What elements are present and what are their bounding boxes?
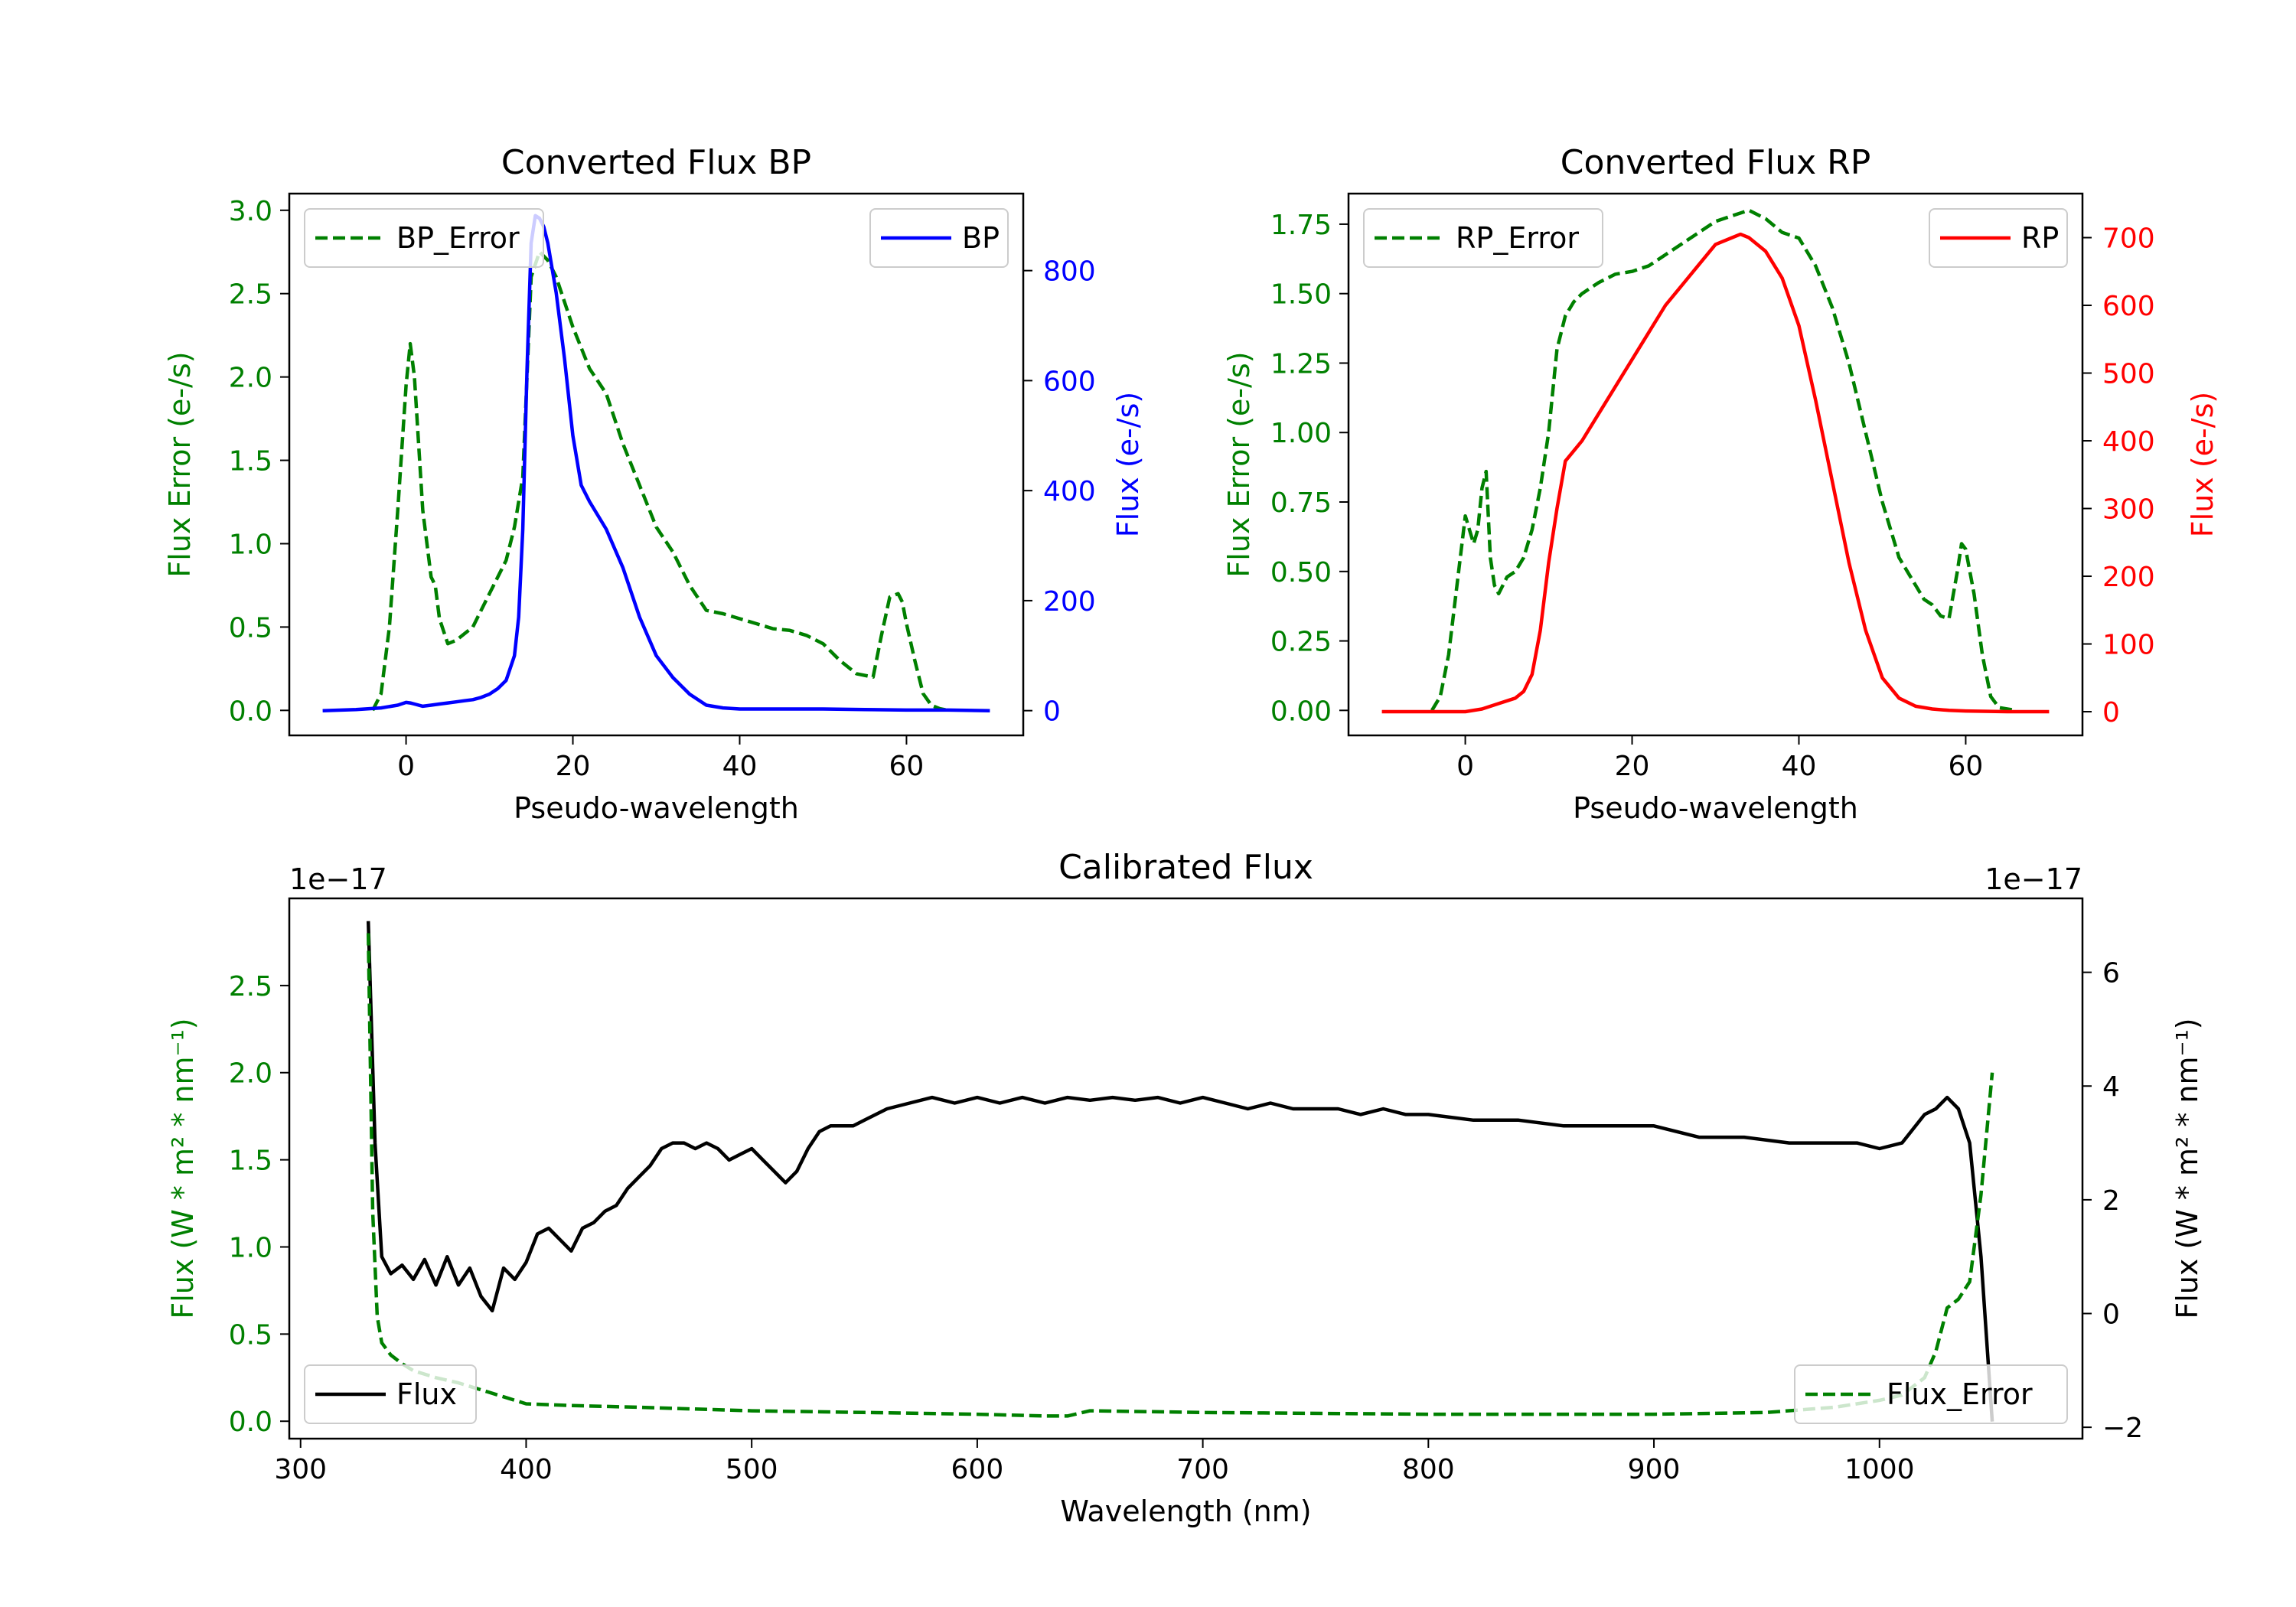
y-left-tick-label: 0.5 [229, 612, 272, 644]
y-left-tick-label: 3.0 [229, 196, 272, 227]
y-left-offset-label: 1e−17 [289, 862, 387, 896]
y-right-tick-label: 400 [1043, 476, 1096, 507]
y-right-tick-label: 0 [2102, 697, 2120, 729]
y-right-tick-label: 6 [2102, 958, 2120, 989]
panel-3: 300 400 500 600 700 800 900 1000 0.0 0.5 1.0 1.5 2.0… [166, 848, 2204, 1528]
legend-BP: BP [869, 208, 1009, 268]
x-tick-label: 60 [889, 751, 925, 782]
y-left-tick-label: 1.00 [1270, 418, 1332, 449]
chart-title: Calibrated Flux [1058, 848, 1313, 887]
y-left-tick-label: 0.5 [229, 1319, 272, 1351]
legend-Flux_Error: Flux_Error [1794, 1364, 2068, 1424]
y-right-tick-label: 4 [2102, 1071, 2120, 1103]
y-left-tick-label: 2.0 [229, 1058, 272, 1090]
y-right-tick-label: 400 [2102, 426, 2155, 458]
y-right-tick-label: 600 [2102, 291, 2155, 322]
series-line-BP_Error [370, 249, 949, 712]
legend-box [1794, 1364, 2068, 1424]
x-tick-label: 20 [1615, 751, 1650, 782]
y-right-tick-label: −2 [2102, 1413, 2143, 1444]
series-line-Flux [366, 921, 1994, 1422]
legend-box [304, 208, 544, 268]
x-tick-label: 800 [1402, 1454, 1455, 1485]
y-left-tick-label: 1.5 [229, 1146, 272, 1177]
y-left-tick-label: 1.50 [1270, 279, 1332, 311]
y-left-axis-label: Flux Error (e-/s) [163, 351, 197, 577]
y-right-tick-label: 300 [2102, 494, 2155, 526]
x-tick-label: 400 [500, 1454, 553, 1485]
x-tick-label: 1000 [1844, 1454, 1915, 1485]
y-left-tick-label: 0.0 [229, 1407, 272, 1438]
y-right-tick-label: 100 [2102, 630, 2155, 661]
y-right-axis-label: Flux (e-/s) [2186, 392, 2219, 537]
x-tick-label: 900 [1628, 1454, 1681, 1485]
x-tick-label: 20 [556, 751, 591, 782]
series-line-RP_Error [1430, 208, 2017, 712]
x-tick-label: 600 [951, 1454, 1004, 1485]
x-axis-label: Wavelength (nm) [1060, 1495, 1311, 1528]
axes-frame [288, 897, 2084, 1440]
y-right-tick-label: 600 [1043, 366, 1096, 397]
x-tick-label: 40 [722, 751, 758, 782]
axes-frame [288, 192, 1025, 737]
y-left-tick-label: 0.50 [1270, 557, 1332, 588]
y-right-tick-label: 2 [2102, 1185, 2120, 1217]
y-right-tick-label: 0 [2102, 1299, 2120, 1331]
x-tick-label: 700 [1176, 1454, 1229, 1485]
x-tick-label: 500 [726, 1454, 778, 1485]
y-left-tick-label: 0.00 [1270, 696, 1332, 727]
legend-label: BP [962, 221, 1000, 255]
y-left-tick-label: 2.0 [229, 363, 272, 394]
y-left-tick-label: 1.0 [229, 529, 272, 560]
y-left-tick-label: 1.75 [1270, 210, 1332, 241]
chart-title: Converted Flux BP [501, 143, 811, 182]
x-tick-label: 0 [397, 751, 415, 782]
y-left-axis-label: Flux (W * m² * nm⁻¹) [166, 1018, 200, 1319]
y-left-tick-label: 1.0 [229, 1232, 272, 1263]
y-left-tick-label: 2.5 [229, 971, 272, 1002]
x-axis-label: Pseudo-wavelength [1573, 791, 1858, 825]
legend-box [1363, 208, 1603, 268]
series-line-Flux_Error [366, 933, 1994, 1418]
y-right-axis-label: Flux (e-/s) [1111, 392, 1145, 537]
y-right-tick-label: 200 [1043, 586, 1096, 618]
y-right-axis-label: Flux (W * m² * nm⁻¹) [2170, 1018, 2204, 1319]
panel-2: 0 20 40 60 0.00 0.25 0.50 0.75 1.00 1.25 1.50 1.75 0… [1222, 143, 2219, 825]
x-tick-label: 300 [274, 1454, 327, 1485]
chart-title: Converted Flux RP [1561, 143, 1871, 182]
y-right-tick-label: 0 [1043, 696, 1061, 728]
y-right-offset-label: 1e−17 [1985, 862, 2082, 896]
y-left-tick-label: 0.25 [1270, 627, 1332, 658]
panel-1: 0 20 40 60 0.0 0.5 1.0 1.5 2.0 2.5 3.0 0 200 400 600 80… [163, 143, 1145, 825]
legend-box [304, 1364, 477, 1424]
legend-label: RP_Error [1456, 221, 1579, 255]
y-left-tick-label: 2.5 [229, 279, 272, 311]
legend-RP: RP [1929, 208, 2068, 268]
legend-BP_Error: BP_Error [304, 208, 544, 268]
x-axis-label: Pseudo-wavelength [514, 791, 799, 825]
series-line-BP [322, 214, 990, 712]
y-right-tick-label: 200 [2102, 562, 2155, 593]
y-right-tick-label: 500 [2102, 359, 2155, 390]
x-tick-label: 60 [1949, 751, 1984, 782]
legend-Flux: Flux [304, 1364, 477, 1424]
x-tick-label: 40 [1782, 751, 1817, 782]
y-left-tick-label: 0.0 [229, 696, 272, 727]
legend-label: Flux_Error [1887, 1377, 2033, 1411]
legend-label: RP [2021, 221, 2059, 255]
axes-frame [1347, 192, 2084, 737]
series-line-RP [1381, 232, 2050, 714]
y-right-tick-label: 800 [1043, 256, 1096, 288]
y-left-tick-label: 1.5 [229, 446, 272, 478]
y-left-tick-label: 1.25 [1270, 348, 1332, 380]
legend-RP_Error: RP_Error [1363, 208, 1603, 268]
x-tick-label: 0 [1456, 751, 1474, 782]
y-right-tick-label: 700 [2102, 223, 2155, 255]
legend-label: Flux [396, 1377, 457, 1411]
y-left-tick-label: 0.75 [1270, 487, 1332, 519]
legend-label: BP_Error [396, 221, 520, 255]
y-left-axis-label: Flux Error (e-/s) [1222, 351, 1256, 577]
